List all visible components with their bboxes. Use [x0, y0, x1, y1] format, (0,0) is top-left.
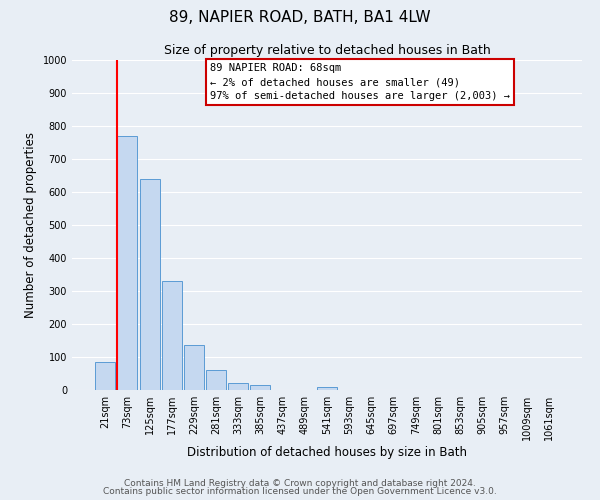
Bar [250, 385, 271, 390]
Bar [228, 382, 248, 390]
Bar [95, 362, 115, 390]
Bar [140, 179, 160, 390]
X-axis label: Distribution of detached houses by size in Bath: Distribution of detached houses by size … [187, 446, 467, 458]
Text: Contains public sector information licensed under the Open Government Licence v3: Contains public sector information licen… [103, 487, 497, 496]
Y-axis label: Number of detached properties: Number of detached properties [24, 132, 37, 318]
Bar [162, 281, 182, 390]
Text: 89, NAPIER ROAD, BATH, BA1 4LW: 89, NAPIER ROAD, BATH, BA1 4LW [169, 10, 431, 25]
Title: Size of property relative to detached houses in Bath: Size of property relative to detached ho… [164, 44, 490, 58]
Bar [317, 386, 337, 390]
Bar [206, 370, 226, 390]
Text: Contains HM Land Registry data © Crown copyright and database right 2024.: Contains HM Land Registry data © Crown c… [124, 478, 476, 488]
Bar [184, 346, 204, 390]
Text: 89 NAPIER ROAD: 68sqm
← 2% of detached houses are smaller (49)
97% of semi-detac: 89 NAPIER ROAD: 68sqm ← 2% of detached h… [210, 64, 510, 102]
Bar [118, 136, 137, 390]
